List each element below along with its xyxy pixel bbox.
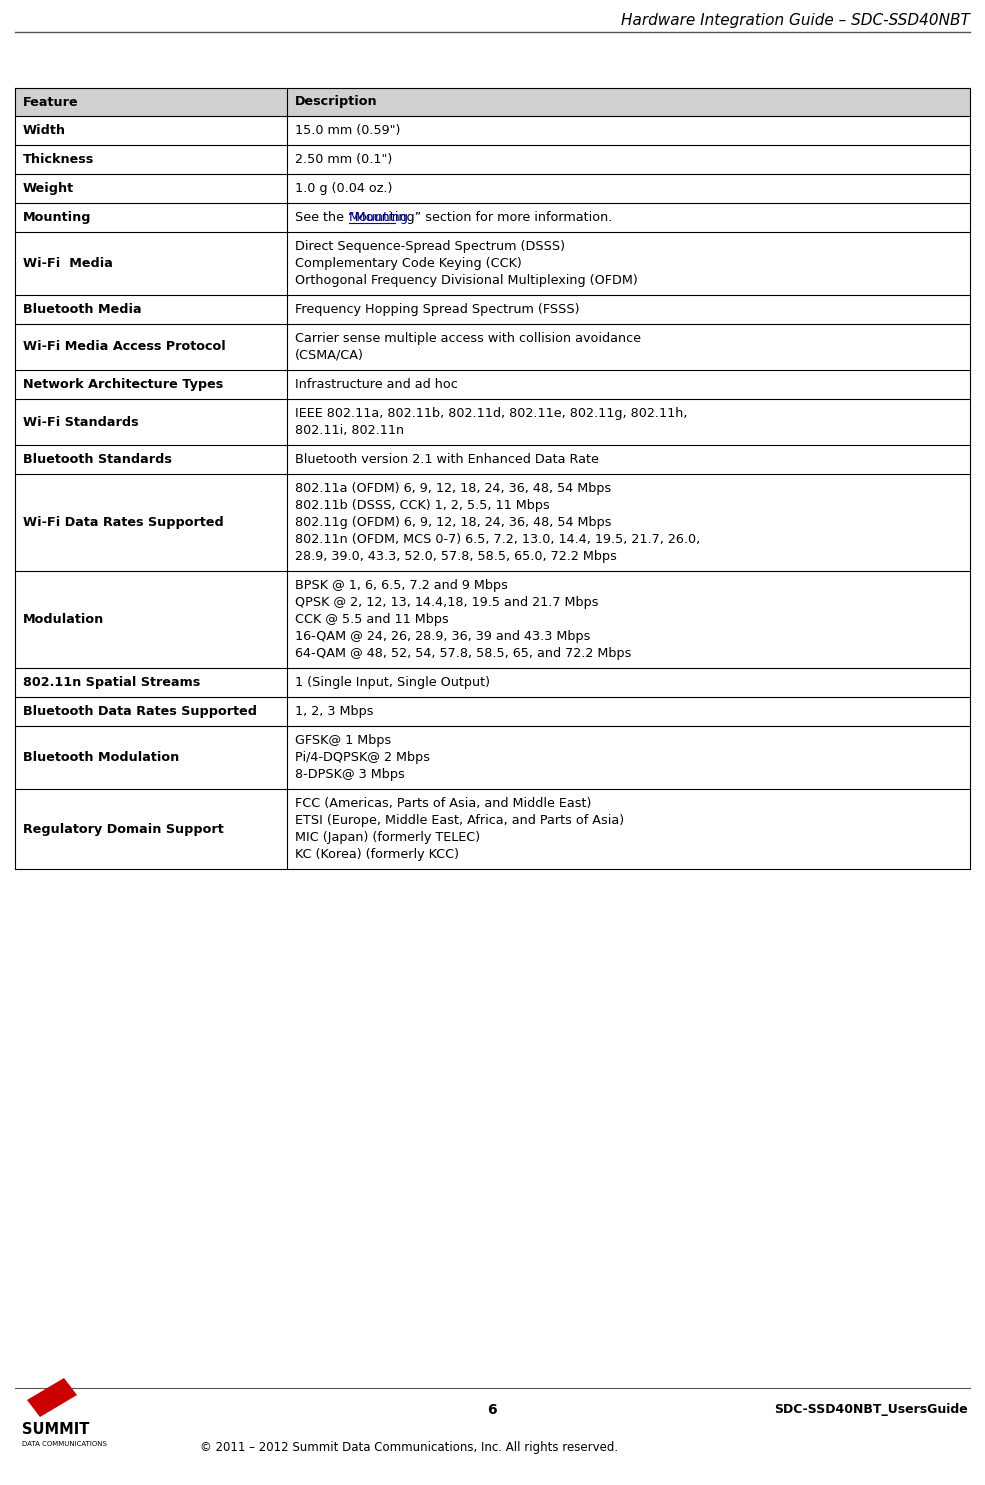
Text: (CSMA/CA): (CSMA/CA) <box>296 349 364 362</box>
Text: Description: Description <box>296 95 378 108</box>
Text: Bluetooth Media: Bluetooth Media <box>23 303 142 316</box>
Text: CCK @ 5.5 and 11 Mbps: CCK @ 5.5 and 11 Mbps <box>296 613 449 627</box>
Text: Carrier sense multiple access with collision avoidance: Carrier sense multiple access with colli… <box>296 333 641 345</box>
Text: Network Architecture Types: Network Architecture Types <box>23 379 224 391</box>
Text: 802.11b (DSSS, CCK) 1, 2, 5.5, 11 Mbps: 802.11b (DSSS, CCK) 1, 2, 5.5, 11 Mbps <box>296 499 550 512</box>
Text: Orthogonal Frequency Divisional Multiplexing (OFDM): Orthogonal Frequency Divisional Multiple… <box>296 275 638 287</box>
Text: FCC (Americas, Parts of Asia, and Middle East): FCC (Americas, Parts of Asia, and Middle… <box>296 797 592 809</box>
Text: KC (Korea) (formerly KCC): KC (Korea) (formerly KCC) <box>296 848 459 861</box>
Text: Width: Width <box>23 125 66 137</box>
Text: 1 (Single Input, Single Output): 1 (Single Input, Single Output) <box>296 676 491 689</box>
Text: 64-QAM @ 48, 52, 54, 57.8, 58.5, 65, and 72.2 Mbps: 64-QAM @ 48, 52, 54, 57.8, 58.5, 65, and… <box>296 647 631 659</box>
Text: DATA COMMUNICATIONS: DATA COMMUNICATIONS <box>22 1440 107 1446</box>
Text: Hardware Integration Guide – SDC-SSD40NBT: Hardware Integration Guide – SDC-SSD40NB… <box>622 12 970 28</box>
Text: 2.50 mm (0.1"): 2.50 mm (0.1") <box>296 153 392 166</box>
Text: 8-DPSK@ 3 Mbps: 8-DPSK@ 3 Mbps <box>296 768 405 781</box>
Bar <box>15 324 970 370</box>
Text: Bluetooth Modulation: Bluetooth Modulation <box>23 751 179 763</box>
Text: 28.9, 39.0, 43.3, 52.0, 57.8, 58.5, 65.0, 72.2 Mbps: 28.9, 39.0, 43.3, 52.0, 57.8, 58.5, 65.0… <box>296 549 617 563</box>
Text: Thickness: Thickness <box>23 153 95 166</box>
Text: MIC (Japan) (formerly TELEC): MIC (Japan) (formerly TELEC) <box>296 832 481 843</box>
Text: 802.11i, 802.11n: 802.11i, 802.11n <box>296 425 404 437</box>
Text: © 2011 – 2012 Summit Data Communications, Inc. All rights reserved.: © 2011 – 2012 Summit Data Communications… <box>200 1442 619 1454</box>
Bar <box>15 116 970 146</box>
Bar <box>15 399 970 446</box>
Text: 6: 6 <box>488 1403 496 1417</box>
Text: 1.0 g (0.04 oz.): 1.0 g (0.04 oz.) <box>296 183 393 195</box>
Text: Direct Sequence-Spread Spectrum (DSSS): Direct Sequence-Spread Spectrum (DSSS) <box>296 241 565 252</box>
Text: QPSK @ 2, 12, 13, 14.4,18, 19.5 and 21.7 Mbps: QPSK @ 2, 12, 13, 14.4,18, 19.5 and 21.7… <box>296 595 599 609</box>
Bar <box>15 146 970 174</box>
Text: Wi-Fi Standards: Wi-Fi Standards <box>23 416 139 429</box>
Text: Bluetooth Standards: Bluetooth Standards <box>23 453 171 466</box>
Bar <box>15 696 970 726</box>
Text: 802.11n Spatial Streams: 802.11n Spatial Streams <box>23 676 200 689</box>
Text: Bluetooth Data Rates Supported: Bluetooth Data Rates Supported <box>23 705 257 719</box>
Bar <box>15 474 970 572</box>
Text: 802.11g (OFDM) 6, 9, 12, 18, 24, 36, 48, 54 Mbps: 802.11g (OFDM) 6, 9, 12, 18, 24, 36, 48,… <box>296 515 612 529</box>
Text: BPSK @ 1, 6, 6.5, 7.2 and 9 Mbps: BPSK @ 1, 6, 6.5, 7.2 and 9 Mbps <box>296 579 508 593</box>
Text: SUMMIT: SUMMIT <box>22 1423 90 1437</box>
Text: Weight: Weight <box>23 183 74 195</box>
Text: IEEE 802.11a, 802.11b, 802.11d, 802.11e, 802.11g, 802.11h,: IEEE 802.11a, 802.11b, 802.11d, 802.11e,… <box>296 407 688 420</box>
Text: Feature: Feature <box>23 95 79 108</box>
Text: Complementary Code Keying (CCK): Complementary Code Keying (CCK) <box>296 257 522 270</box>
Text: Wi-Fi Data Rates Supported: Wi-Fi Data Rates Supported <box>23 515 224 529</box>
Text: ETSI (Europe, Middle East, Africa, and Parts of Asia): ETSI (Europe, Middle East, Africa, and P… <box>296 814 624 827</box>
Text: Frequency Hopping Spread Spectrum (FSSS): Frequency Hopping Spread Spectrum (FSSS) <box>296 303 580 316</box>
Text: Bluetooth version 2.1 with Enhanced Data Rate: Bluetooth version 2.1 with Enhanced Data… <box>296 453 599 466</box>
Text: Mounting: Mounting <box>23 211 92 224</box>
Text: Modulation: Modulation <box>23 613 104 627</box>
Text: See the “Mounting” section for more information.: See the “Mounting” section for more info… <box>296 211 613 224</box>
Text: Wi-Fi Media Access Protocol: Wi-Fi Media Access Protocol <box>23 340 226 353</box>
Text: Regulatory Domain Support: Regulatory Domain Support <box>23 823 224 836</box>
Text: 16-QAM @ 24, 26, 28.9, 36, 39 and 43.3 Mbps: 16-QAM @ 24, 26, 28.9, 36, 39 and 43.3 M… <box>296 630 591 643</box>
Text: Mounting: Mounting <box>349 211 409 224</box>
Bar <box>15 88 970 116</box>
Bar <box>15 726 970 789</box>
Bar <box>15 232 970 296</box>
Bar <box>15 174 970 203</box>
Text: 1, 2, 3 Mbps: 1, 2, 3 Mbps <box>296 705 373 719</box>
Bar <box>15 446 970 474</box>
Bar <box>15 370 970 399</box>
Bar <box>15 203 970 232</box>
Polygon shape <box>27 1378 77 1417</box>
Text: 15.0 mm (0.59"): 15.0 mm (0.59") <box>296 125 401 137</box>
Text: Pi/4-DQPSK@ 2 Mbps: Pi/4-DQPSK@ 2 Mbps <box>296 751 430 763</box>
Bar <box>15 789 970 869</box>
Bar <box>15 668 970 696</box>
Text: 802.11a (OFDM) 6, 9, 12, 18, 24, 36, 48, 54 Mbps: 802.11a (OFDM) 6, 9, 12, 18, 24, 36, 48,… <box>296 483 612 495</box>
Bar <box>15 572 970 668</box>
Text: GFSK@ 1 Mbps: GFSK@ 1 Mbps <box>296 734 391 747</box>
Text: SDC-SSD40NBT_UsersGuide: SDC-SSD40NBT_UsersGuide <box>774 1403 968 1417</box>
Text: Infrastructure and ad hoc: Infrastructure and ad hoc <box>296 379 458 391</box>
Bar <box>15 296 970 324</box>
Text: Wi-Fi  Media: Wi-Fi Media <box>23 257 113 270</box>
Text: 802.11n (OFDM, MCS 0-7) 6.5, 7.2, 13.0, 14.4, 19.5, 21.7, 26.0,: 802.11n (OFDM, MCS 0-7) 6.5, 7.2, 13.0, … <box>296 533 700 546</box>
